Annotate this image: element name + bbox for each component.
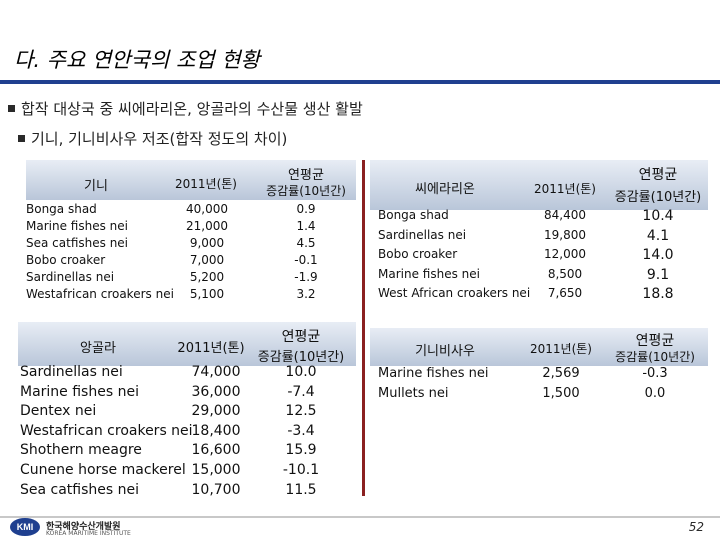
bullet-1: 합작 대상국 중 씨에라리온, 앙골라의 수산물 생산 활발 (8, 98, 363, 119)
org-name-en: KOREA MARITIME INSTITUTE (46, 530, 131, 537)
org-name: 한국해양수산개발원 (46, 522, 121, 532)
guinea-cell-prod: 21,000 (186, 219, 228, 233)
title-divider (0, 80, 720, 84)
guinea-cell-prod: 7,000 (189, 253, 225, 267)
square-bullet-icon (18, 135, 25, 142)
bissau-col-growth-line1: 연평균 (635, 333, 675, 349)
bullet-text: 기니, 기니비사우 저조(합작 정도의 차이) (31, 130, 288, 148)
angola-cell-species: Dentex nei (20, 403, 97, 420)
angola-cell-prod: 18,400 (191, 422, 241, 439)
bullet-text: 합작 대상국 중 씨에라리온, 앙골라의 수산물 생산 활발 (21, 100, 363, 118)
guinea-cell-growth: -1.9 (294, 270, 318, 284)
angola-cell-species: Shothern meagre (20, 442, 142, 459)
guinea-table-header (26, 160, 356, 200)
square-bullet-icon (8, 105, 15, 112)
sierra-col-production: 2011년(톤) (534, 182, 596, 196)
bissau-country-label: 기니비사우 (415, 344, 475, 359)
sierra-cell-prod: 12,000 (544, 247, 586, 261)
angola-cell-growth: 11.5 (285, 481, 317, 498)
angola-cell-prod: 29,000 (191, 403, 241, 420)
kmi-logo: KMI (10, 518, 40, 536)
guinea-cell-species: Bobo croaker (26, 253, 106, 267)
angola-cell-growth: -3.4 (287, 422, 315, 439)
angola-cell-species: Marine fishes nei (20, 383, 139, 400)
bissau-cell-growth: 0.0 (644, 386, 666, 401)
guinea-cell-species: Sea catfishes nei (26, 236, 129, 250)
angola-cell-species: Westafrican croakers nei (20, 422, 193, 439)
guinea-cell-growth: 0.9 (296, 202, 316, 216)
sierra-cell-prod: 7,650 (547, 286, 583, 300)
angola-table-header (18, 322, 356, 366)
sierra-cell-prod: 19,800 (544, 227, 586, 242)
sierra-cell-growth: 14.0 (642, 247, 674, 263)
guinea-cell-species: Bonga shad (26, 202, 97, 216)
sierra-cell-prod: 84,400 (544, 208, 586, 222)
angola-cell-species: Sea catfishes nei (20, 481, 140, 498)
guinea-cell-growth: 4.5 (296, 236, 316, 250)
angola-cell-prod: 36,000 (191, 383, 241, 400)
angola-country-label: 앙골라 (80, 341, 116, 356)
guinea-cell-prod: 9,000 (189, 236, 225, 250)
bissau-col-production: 2011년(톤) (530, 342, 592, 356)
guinea-col-production: 2011년(톤) (175, 177, 237, 191)
angola-cell-growth: -10.1 (282, 462, 320, 478)
guinea-cell-prod: 40,000 (186, 202, 228, 216)
guinea-cell-species: Marine fishes nei (26, 219, 128, 233)
angola-cell-growth: 15.9 (285, 442, 317, 459)
guinea-cell-species: Sardinellas nei (26, 270, 115, 284)
sierra-cell-growth: 18.8 (642, 286, 674, 302)
guinea-cell-prod: 5,100 (189, 287, 225, 301)
angola-col-growth-line2: 증감률(10년간) (257, 350, 345, 365)
sierra-country-label: 씨에라리온 (415, 182, 475, 197)
angola-cell-growth: -7.4 (287, 383, 315, 400)
angola-cell-species: Cunene horse mackerel (20, 462, 186, 478)
guinea-cell-growth: 3.2 (296, 287, 316, 301)
page-title: 다. 주요 연안국의 조업 현황 (14, 48, 260, 72)
footer-divider (0, 516, 720, 518)
sierra-cell-species: Sardinellas nei (378, 227, 467, 242)
sierra-cell-species: Bobo croaker (378, 247, 458, 261)
bissau-cell-prod: 2,569 (542, 366, 580, 381)
angola-col-production: 2011년(톤) (177, 341, 245, 356)
guinea-cell-species: Westafrican croakers nei (26, 287, 174, 301)
sierra-table-header (370, 160, 708, 210)
angola-cell-prod: 16,600 (191, 442, 241, 459)
angola-cell-species: Sardinellas nei (20, 364, 123, 380)
bissau-cell-species: Mullets nei (378, 386, 449, 401)
angola-col-growth-line1: 연평균 (281, 329, 321, 345)
guinea-cell-prod: 5,200 (189, 270, 225, 284)
sierra-cell-species: Marine fishes nei (378, 266, 480, 281)
sierra-cell-species: West African croakers nei (378, 286, 531, 300)
bissau-cell-growth: -0.3 (642, 366, 668, 381)
bissau-cell-prod: 1,500 (542, 386, 580, 401)
angola-cell-prod: 10,700 (191, 481, 241, 498)
sierra-col-growth-line2: 증감률(10년간) (614, 190, 702, 205)
sierra-cell-growth: 9.1 (646, 266, 670, 283)
guinea-col-growth-line1: 연평균 (288, 168, 324, 183)
angola-cell-prod: 15,000 (191, 462, 241, 478)
bissau-table-header (370, 328, 708, 366)
angola-cell-prod: 74,000 (191, 364, 241, 380)
angola-cell-growth: 12.5 (285, 403, 317, 420)
sierra-cell-species: Bonga shad (378, 208, 449, 222)
guinea-col-growth-line2: 증감률(10년간) (266, 184, 346, 198)
sierra-col-growth-line1: 연평균 (638, 167, 678, 183)
center-divider (362, 160, 365, 496)
page-number: 52 (688, 520, 704, 534)
guinea-cell-growth: -0.1 (294, 253, 318, 267)
bullet-2: 기니, 기니비사우 저조(합작 정도의 차이) (18, 128, 287, 149)
sierra-cell-growth: 10.4 (642, 208, 674, 224)
bissau-cell-species: Marine fishes nei (378, 366, 489, 381)
sierra-cell-prod: 8,500 (547, 266, 583, 281)
guinea-country-label: 기니 (84, 179, 108, 194)
bissau-col-growth-line2: 증감률(10년간) (615, 350, 695, 364)
guinea-cell-growth: 1.4 (296, 219, 316, 233)
angola-cell-growth: 10.0 (285, 364, 317, 380)
sierra-cell-growth: 4.1 (646, 227, 670, 244)
